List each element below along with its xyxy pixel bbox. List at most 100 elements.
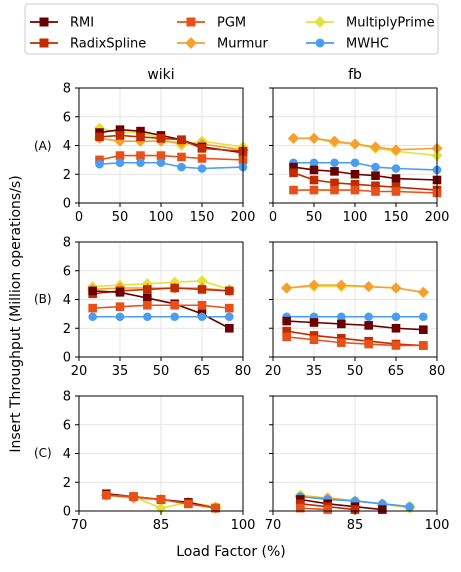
data-point-pgm — [296, 503, 305, 513]
data-point-mwhc — [136, 158, 145, 168]
data-point-pgm — [337, 338, 346, 347]
data-point-mwhc — [337, 312, 346, 322]
data-point-mwhc — [391, 164, 401, 173]
x-tick-label: 35 — [306, 364, 323, 379]
panel-r2-c2: 20 35 50 65 80 — [265, 241, 445, 379]
data-point-mwhc — [115, 312, 125, 322]
x-tick-label: 65 — [194, 364, 211, 379]
x-tick-label: 50 — [306, 210, 323, 225]
data-point-rmi — [364, 321, 373, 330]
y-tick-label: 2 — [63, 168, 71, 183]
x-tick-label: 200 — [425, 210, 450, 225]
data-point-rmi — [225, 323, 234, 333]
data-point-radixspline — [95, 132, 104, 142]
legend-marker-multiplyprime — [314, 16, 326, 28]
data-point-pgm — [197, 154, 207, 163]
data-point-rmi — [289, 162, 298, 172]
data-point-pgm — [225, 303, 234, 313]
legend-label-murmur: Murmur — [217, 37, 268, 52]
data-point-pgm — [391, 341, 401, 350]
data-point-pgm — [323, 505, 332, 514]
y-tick-label: 8 — [63, 82, 71, 97]
data-point-pgm — [364, 339, 373, 349]
panel-r1-c2: 0 50 100 150 200 — [269, 87, 450, 225]
y-tick-label: 4 — [63, 293, 71, 308]
x-tick-label: 100 — [231, 518, 256, 533]
panel-r2-c1: 20 35 50 65 80 0 2 4 6 8 — [63, 236, 252, 380]
data-point-mwhc — [309, 158, 319, 168]
x-tick-label: 100 — [149, 210, 174, 225]
col-title-wiki: wiki — [147, 67, 174, 83]
data-point-pgm — [371, 187, 380, 196]
data-point-radixspline — [225, 286, 234, 296]
y-tick-label: 6 — [63, 418, 71, 433]
y-tick-label: 0 — [63, 197, 71, 212]
data-point-mwhc — [419, 312, 428, 322]
data-point-rmi — [95, 128, 104, 137]
data-point-rmi — [88, 286, 97, 296]
x-tick-label: 50 — [112, 210, 129, 225]
series-line-pgm — [286, 336, 424, 347]
data-point-radixspline — [197, 144, 207, 153]
data-point-pgm — [419, 341, 428, 350]
data-point-rmi — [330, 167, 339, 176]
data-point-rmi — [378, 505, 387, 514]
data-point-rmi — [143, 293, 152, 303]
series-line-pgm — [300, 507, 328, 511]
data-point-radixspline — [282, 326, 291, 336]
x-tick-label: 50 — [153, 364, 170, 379]
legend-marker-rmi — [39, 17, 49, 27]
y-tick-label: 8 — [63, 390, 71, 405]
x-tick-label: 0 — [75, 210, 83, 225]
data-point-rmi — [371, 171, 380, 180]
y-tick-label: 6 — [63, 110, 71, 125]
data-point-radixspline — [296, 499, 305, 509]
data-point-rmi — [419, 325, 428, 334]
data-point-radixspline — [371, 181, 380, 191]
data-point-mwhc — [88, 312, 97, 322]
y-tick-label: 2 — [63, 322, 71, 337]
x-tick-label: 150 — [384, 210, 409, 225]
data-point-murmur — [328, 135, 341, 147]
data-point-pgm — [184, 499, 193, 509]
y-tick-label: 6 — [63, 264, 71, 279]
panel-r1-c1: 0 50 100 150 200 0 2 4 6 8 — [63, 82, 256, 226]
data-point-radixspline — [197, 285, 207, 294]
row-label-c: (C) — [34, 446, 52, 460]
series-line-radixspline — [286, 330, 424, 347]
data-point-murmur — [287, 132, 300, 144]
y-tick-label: 2 — [63, 476, 71, 491]
legend: RMI RadixSpline PGM Murmur MultiplyPrime MWHC — [24, 3, 439, 55]
data-point-radixspline — [350, 180, 360, 189]
data-point-radixspline — [337, 334, 346, 343]
data-point-rmi — [296, 495, 305, 504]
data-point-rmi — [350, 169, 360, 179]
data-point-mwhc — [197, 164, 207, 173]
data-point-mwhc — [197, 312, 207, 322]
x-tick-label: 70 — [265, 518, 282, 533]
data-point-pgm — [129, 492, 138, 501]
y-tick-label: 0 — [63, 505, 71, 520]
x-tick-label: 35 — [112, 364, 129, 379]
data-point-murmur — [349, 138, 361, 150]
data-point-pgm — [95, 155, 104, 165]
col-title-fb: fb — [348, 67, 362, 83]
data-point-pgm — [350, 185, 360, 195]
data-point-murmur — [363, 280, 375, 293]
data-point-pgm — [282, 332, 291, 342]
data-point-radixspline — [330, 178, 339, 188]
data-point-mwhc — [371, 162, 380, 172]
data-point-murmur — [369, 141, 382, 153]
data-point-mwhc — [330, 158, 339, 168]
data-point-rmi — [309, 318, 319, 327]
data-point-pgm — [102, 490, 111, 500]
y-tick-label: 4 — [63, 447, 71, 462]
data-point-pgm — [156, 495, 166, 504]
series-line-pgm — [92, 304, 230, 309]
legend-label-multiplyprime: MultiplyPrime — [346, 16, 435, 31]
panel-r3-c2: 70 85 100 — [265, 395, 449, 533]
data-point-rmi — [115, 125, 125, 134]
legend-marker-radixspline — [39, 38, 49, 48]
data-point-pgm — [309, 185, 319, 195]
data-point-pgm — [88, 303, 97, 313]
